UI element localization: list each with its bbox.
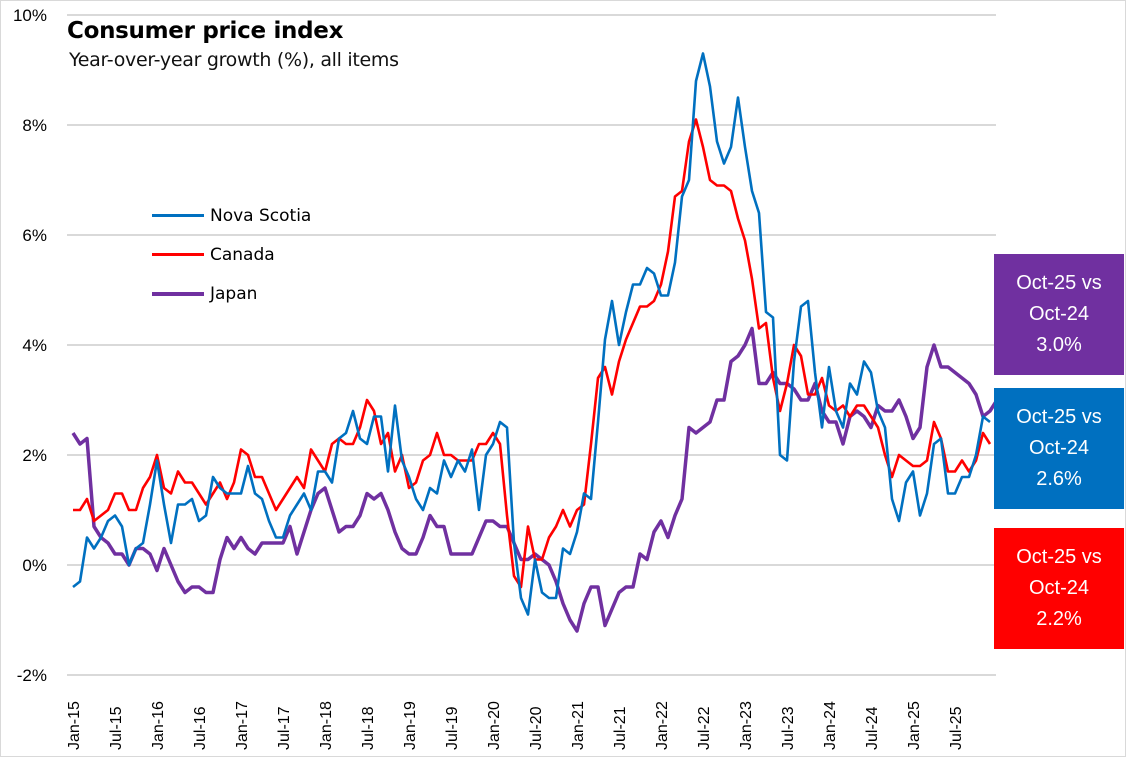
y-tick-label: 8% bbox=[22, 116, 47, 135]
chart-title: Consumer price index bbox=[67, 18, 344, 44]
x-tick-label: Jul-19 bbox=[444, 706, 461, 750]
series-lines bbox=[71, 52, 999, 633]
callout-line2: Oct-24 bbox=[1028, 437, 1090, 459]
callout-nova-scotia: Oct-25 vs Oct-24 2.6% bbox=[994, 388, 1124, 509]
x-tick-label: Jan-23 bbox=[738, 701, 755, 750]
y-tick-label: 4% bbox=[22, 336, 47, 355]
callout-canada: Oct-25 vs Oct-24 2.2% bbox=[994, 528, 1124, 649]
y-tick-label: 2% bbox=[22, 446, 47, 465]
legend-label: Nova Scotia bbox=[210, 205, 312, 226]
y-axis: -2% 0% 2% 4% 6% 8% 10% bbox=[13, 6, 47, 685]
legend-swatch-nova-scotia bbox=[152, 214, 204, 217]
y-tick-label: -2% bbox=[17, 666, 47, 685]
callout-line1: Oct-25 vs bbox=[1016, 546, 1102, 568]
x-tick-label: Jul-24 bbox=[864, 706, 881, 750]
x-tick-label: Jan-20 bbox=[486, 701, 503, 750]
callout-value: 2.2% bbox=[1036, 608, 1082, 630]
x-tick-label: Jul-25 bbox=[948, 706, 965, 750]
x-tick-label: Jan-19 bbox=[402, 701, 419, 750]
x-tick-label: Jan-25 bbox=[906, 701, 923, 750]
x-tick-label: Jan-24 bbox=[822, 701, 839, 750]
callout-line1: Oct-25 vs bbox=[1016, 406, 1102, 428]
x-axis: Jan-15 Jul-15 Jan-16 Jul-16 Jan-17 Jul-17 Jan-… bbox=[66, 701, 965, 750]
series-line-canada bbox=[73, 118, 992, 589]
x-tick-label: Jul-17 bbox=[276, 706, 293, 750]
x-tick-label: Jul-21 bbox=[612, 706, 629, 750]
x-tick-label: Jan-15 bbox=[66, 701, 83, 750]
y-tick-label: 6% bbox=[22, 226, 47, 245]
legend-label: Japan bbox=[210, 283, 258, 304]
x-tick-label: Jul-22 bbox=[696, 706, 713, 750]
series-line-nova-scotia bbox=[72, 52, 991, 616]
x-tick-label: Jan-21 bbox=[570, 701, 587, 750]
legend-swatch-japan bbox=[152, 291, 204, 296]
x-tick-label: Jan-18 bbox=[318, 701, 335, 750]
x-tick-label: Jul-16 bbox=[192, 706, 209, 750]
x-tick-label: Jul-18 bbox=[360, 706, 377, 750]
gridlines bbox=[67, 14, 996, 676]
callout-japan: Oct-25 vs Oct-24 3.0% bbox=[994, 254, 1124, 375]
callout-line2: Oct-24 bbox=[1028, 577, 1090, 599]
legend-item-nova-scotia: Nova Scotia bbox=[152, 196, 311, 235]
x-tick-label: Jul-15 bbox=[108, 706, 125, 750]
x-tick-label: Jan-17 bbox=[234, 701, 251, 750]
legend-label: Canada bbox=[210, 244, 275, 265]
chart-subtitle: Year-over-year growth (%), all items bbox=[69, 49, 399, 71]
callout-value: 2.6% bbox=[1036, 468, 1082, 490]
legend-item-japan: Japan bbox=[152, 274, 311, 313]
legend-item-canada: Canada bbox=[152, 235, 311, 274]
x-tick-label: Jul-20 bbox=[528, 706, 545, 750]
x-tick-label: Jan-22 bbox=[654, 701, 671, 750]
x-tick-label: Jan-16 bbox=[150, 701, 167, 750]
legend-swatch-canada bbox=[152, 253, 204, 256]
callout-line2: Oct-24 bbox=[1028, 303, 1090, 325]
x-tick-label: Jul-23 bbox=[780, 706, 797, 750]
callout-value: 3.0% bbox=[1036, 334, 1082, 356]
callout-line1: Oct-25 vs bbox=[1016, 272, 1102, 294]
y-tick-label: 0% bbox=[22, 556, 47, 575]
legend: Nova Scotia Canada Japan bbox=[152, 196, 311, 313]
y-tick-label: 10% bbox=[13, 6, 47, 25]
